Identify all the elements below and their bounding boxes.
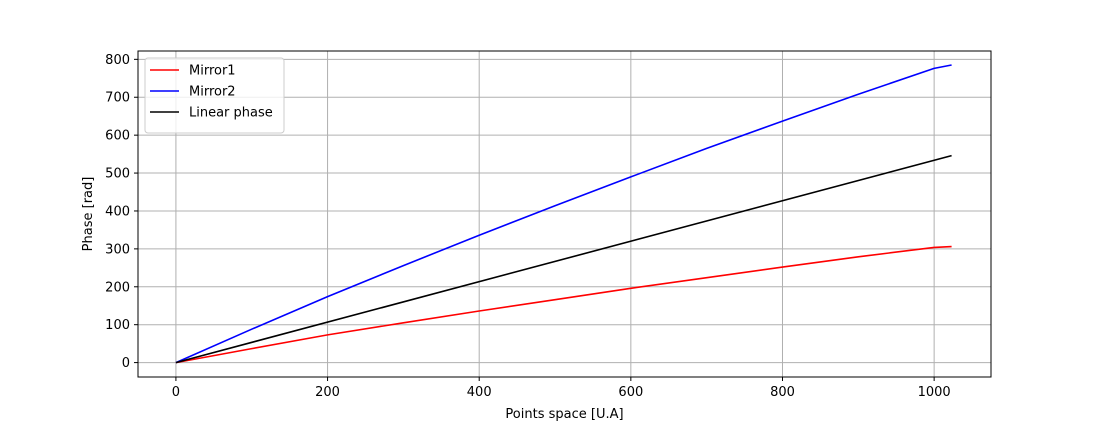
y-tick-label: 300 [105,242,130,257]
legend: Mirror1 Mirror2 Linear phase [144,57,285,134]
x-tick-label: 0 [172,385,180,400]
x-tick-label: 1000 [918,385,951,400]
series-lines [175,64,952,364]
series-line-0 [175,245,952,364]
y-tick-label: 600 [105,129,130,144]
series-line-2 [175,154,952,364]
legend-box [144,57,285,134]
x-axis-ticks: 0 200 400 600 800 1000 [172,377,951,400]
x-tick-label: 800 [770,385,795,400]
y-tick-label: 400 [105,204,130,219]
y-tick-label: 700 [105,91,130,106]
y-tick-label: 0 [122,356,130,371]
legend-label-2: Linear phase [189,106,273,121]
plot-frame [137,50,992,378]
y-tick-label: 100 [105,318,130,333]
legend-label-0: Mirror1 [189,64,236,79]
y-tick-label: 800 [105,53,130,68]
x-tick-label: 400 [467,385,492,400]
series-line-1 [175,64,952,364]
y-axis-ticks: 0 100 200 300 400 500 600 700 800 [105,53,138,371]
legend-label-1: Mirror2 [189,85,236,100]
y-axis-label: Phase [rad] [81,177,96,252]
y-tick-label: 200 [105,280,130,295]
y-tick-label: 500 [105,167,130,182]
x-axis-label: Points space [U.A] [505,407,623,422]
x-tick-label: 200 [315,385,340,400]
x-tick-label: 600 [618,385,643,400]
grid [138,51,991,377]
